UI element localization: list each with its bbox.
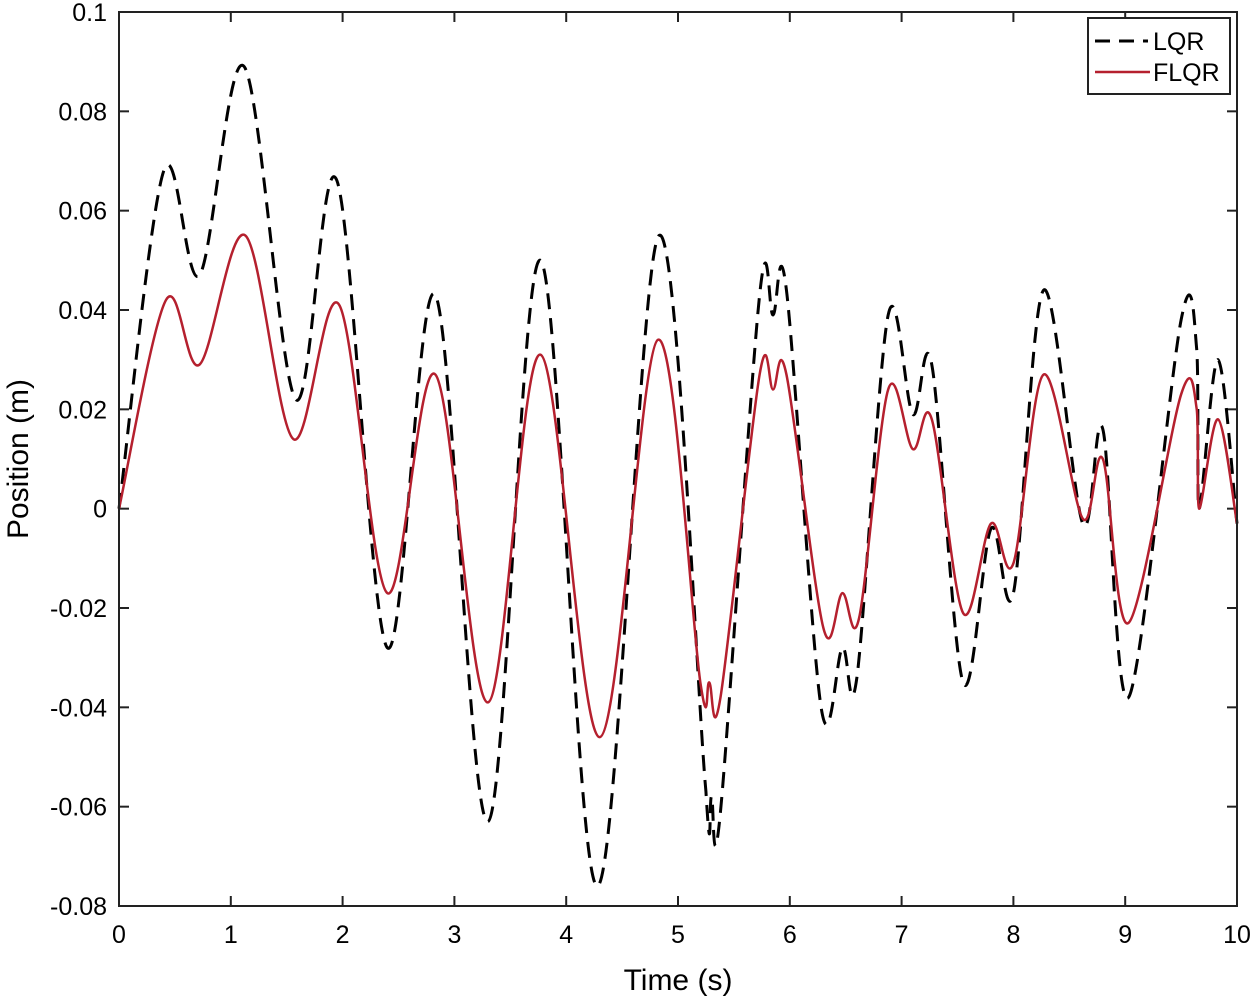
legend: LQR FLQR xyxy=(1087,17,1231,95)
series-line-lqr xyxy=(117,63,1239,888)
x-tick-label: 8 xyxy=(1006,921,1020,949)
legend-label-lqr: LQR xyxy=(1153,28,1204,56)
x-tick-label: 6 xyxy=(783,921,797,949)
y-tick-label: 0 xyxy=(93,496,107,524)
x-tick-label: 9 xyxy=(1118,921,1132,949)
y-tick-label: 0.04 xyxy=(58,297,107,325)
y-tick-label: -0.08 xyxy=(50,893,107,921)
legend-box xyxy=(1087,17,1231,95)
y-axis-label: Position (m) xyxy=(2,379,35,539)
series-line-flqr xyxy=(117,233,1239,739)
plot-area-frame xyxy=(118,11,1238,907)
y-tick-label: 0.1 xyxy=(72,0,107,27)
y-tick-label: 0.08 xyxy=(58,98,107,126)
x-tick-label: 4 xyxy=(559,921,573,949)
x-tick-label: 7 xyxy=(895,921,909,949)
x-tick-label: 3 xyxy=(447,921,461,949)
x-axis-label: Time (s) xyxy=(624,964,733,997)
x-tick-label: 1 xyxy=(224,921,238,949)
y-tick-label: -0.06 xyxy=(50,794,107,822)
y-tick-label: 0.06 xyxy=(58,198,107,226)
y-tick-label: -0.04 xyxy=(50,694,107,722)
x-tick-label: 2 xyxy=(336,921,350,949)
legend-label-flqr: FLQR xyxy=(1153,59,1220,87)
y-tick-label: -0.02 xyxy=(50,595,107,623)
x-tick-label: 10 xyxy=(1223,921,1251,949)
x-tick-label: 5 xyxy=(671,921,685,949)
y-tick-label: 0.02 xyxy=(58,396,107,424)
x-tick-label: 0 xyxy=(112,921,126,949)
